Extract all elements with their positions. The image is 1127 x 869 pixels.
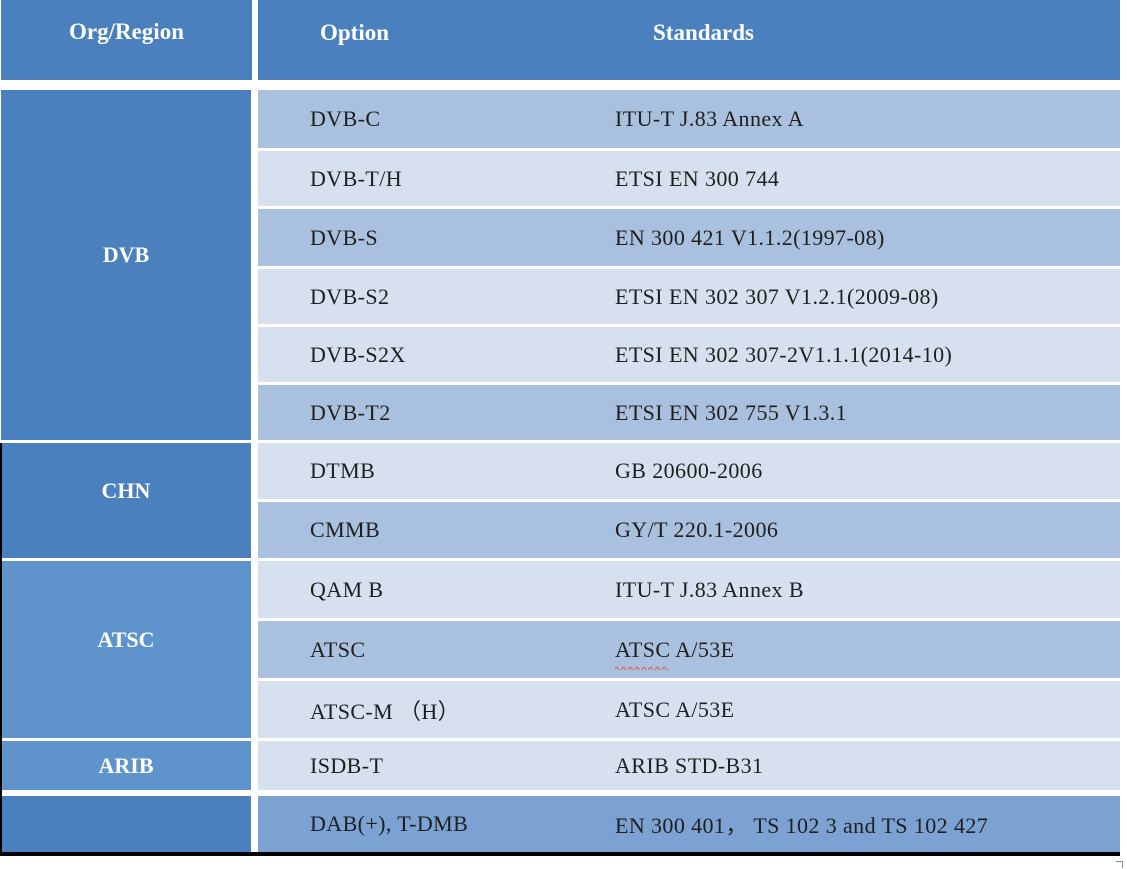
table-row: DVB-S2X ETSI EN 302 307-2V1.1.1(2014-10) [258, 327, 1120, 382]
table-row: ATSC ATSC A/53E [258, 621, 1120, 678]
header-label-standards: Standards [653, 20, 754, 45]
table-row: DVB-C ITU-T J.83 Annex A [258, 90, 1120, 148]
option-cell: DVB-S2 [310, 283, 390, 309]
table-left-border [0, 443, 2, 856]
header-cell-option-standards: Option Standards [258, 0, 1120, 80]
group-cell-chn: CHN [1, 443, 251, 558]
standards-text: ATSC A/53E [615, 636, 735, 662]
table-row: ATSC-M （H） ATSC A/53E [258, 681, 1120, 738]
table-row: QAM B ITU-T J.83 Annex B [258, 561, 1120, 618]
standards-cell: ETSI EN 302 755 V1.3.1 [615, 399, 848, 425]
corner-mark [1116, 861, 1123, 868]
standards-cell: ETSI EN 300 744 [615, 165, 780, 191]
group-label-dvb: DVB [102, 242, 150, 267]
option-cell: DVB-T2 [310, 399, 391, 425]
group-label-arib: ARIB [98, 752, 154, 778]
standards-cell: ITU-T J.83 Annex B [615, 576, 804, 602]
option-cell: ATSC-M （H） [310, 698, 461, 724]
option-cell: DVB-T/H [310, 165, 403, 191]
group-cell-atsc: ATSC [1, 561, 251, 738]
option-cell: DVB-C [310, 106, 381, 131]
header-cell-org-region: Org/Region [1, 0, 252, 80]
option-cell: QAM B [310, 576, 384, 602]
table-row: DVB-T/H ETSI EN 300 744 [258, 151, 1120, 206]
table-row: ISDB-T ARIB STD-B31 [258, 741, 1120, 790]
option-cell: DTMB [310, 458, 376, 483]
header-label-org-region: Org/Region [69, 19, 184, 44]
group-cell-blank [1, 796, 251, 852]
table-row: CMMB GY/T 220.1-2006 [258, 502, 1120, 558]
table-row: DTMB GB 20600-2006 [258, 443, 1120, 499]
standards-cell: EN 300 401， TS 102 3 and TS 102 427 [615, 813, 989, 838]
standards-cell: GY/T 220.1-2006 [615, 517, 779, 542]
standards-cell: ATSC A/53E [615, 696, 735, 722]
header-label-option: Option [320, 20, 390, 45]
option-cell: ISDB-T [310, 752, 384, 778]
standards-cell: ATSC A/53E [615, 636, 1120, 670]
option-cell: DAB(+), T-DMB [310, 811, 469, 836]
group-cell-arib: ARIB [1, 741, 251, 790]
table-row: DVB-T2 ETSI EN 302 755 V1.3.1 [258, 385, 1120, 440]
standards-cell: ETSI EN 302 307-2V1.1.1(2014-10) [615, 341, 953, 367]
group-label-chn: CHN [101, 477, 151, 503]
option-cell: DVB-S2X [310, 341, 406, 367]
group-cell-dvb: DVB [1, 90, 251, 440]
spellcheck-squiggle-icon [615, 666, 669, 670]
group-label-atsc: ATSC [97, 626, 155, 652]
table-row: DVB-S2 ETSI EN 302 307 V1.2.1(2009-08) [258, 269, 1120, 324]
table-row: DVB-S EN 300 421 V1.1.2(1997-08) [258, 209, 1120, 266]
standards-cell: GB 20600-2006 [615, 458, 763, 483]
standards-cell: ARIB STD-B31 [615, 752, 764, 778]
table-row: DAB(+), T-DMB EN 300 401， TS 102 3 and T… [258, 796, 1120, 852]
table-bottom-border [0, 852, 1120, 856]
option-cell: CMMB [310, 517, 381, 542]
standards-cell: ETSI EN 302 307 V1.2.1(2009-08) [615, 283, 939, 309]
standards-cell: ITU-T J.83 Annex A [615, 106, 804, 131]
standards-cell: EN 300 421 V1.1.2(1997-08) [615, 224, 885, 250]
option-cell: DVB-S [310, 224, 379, 250]
option-cell: ATSC [310, 636, 366, 662]
